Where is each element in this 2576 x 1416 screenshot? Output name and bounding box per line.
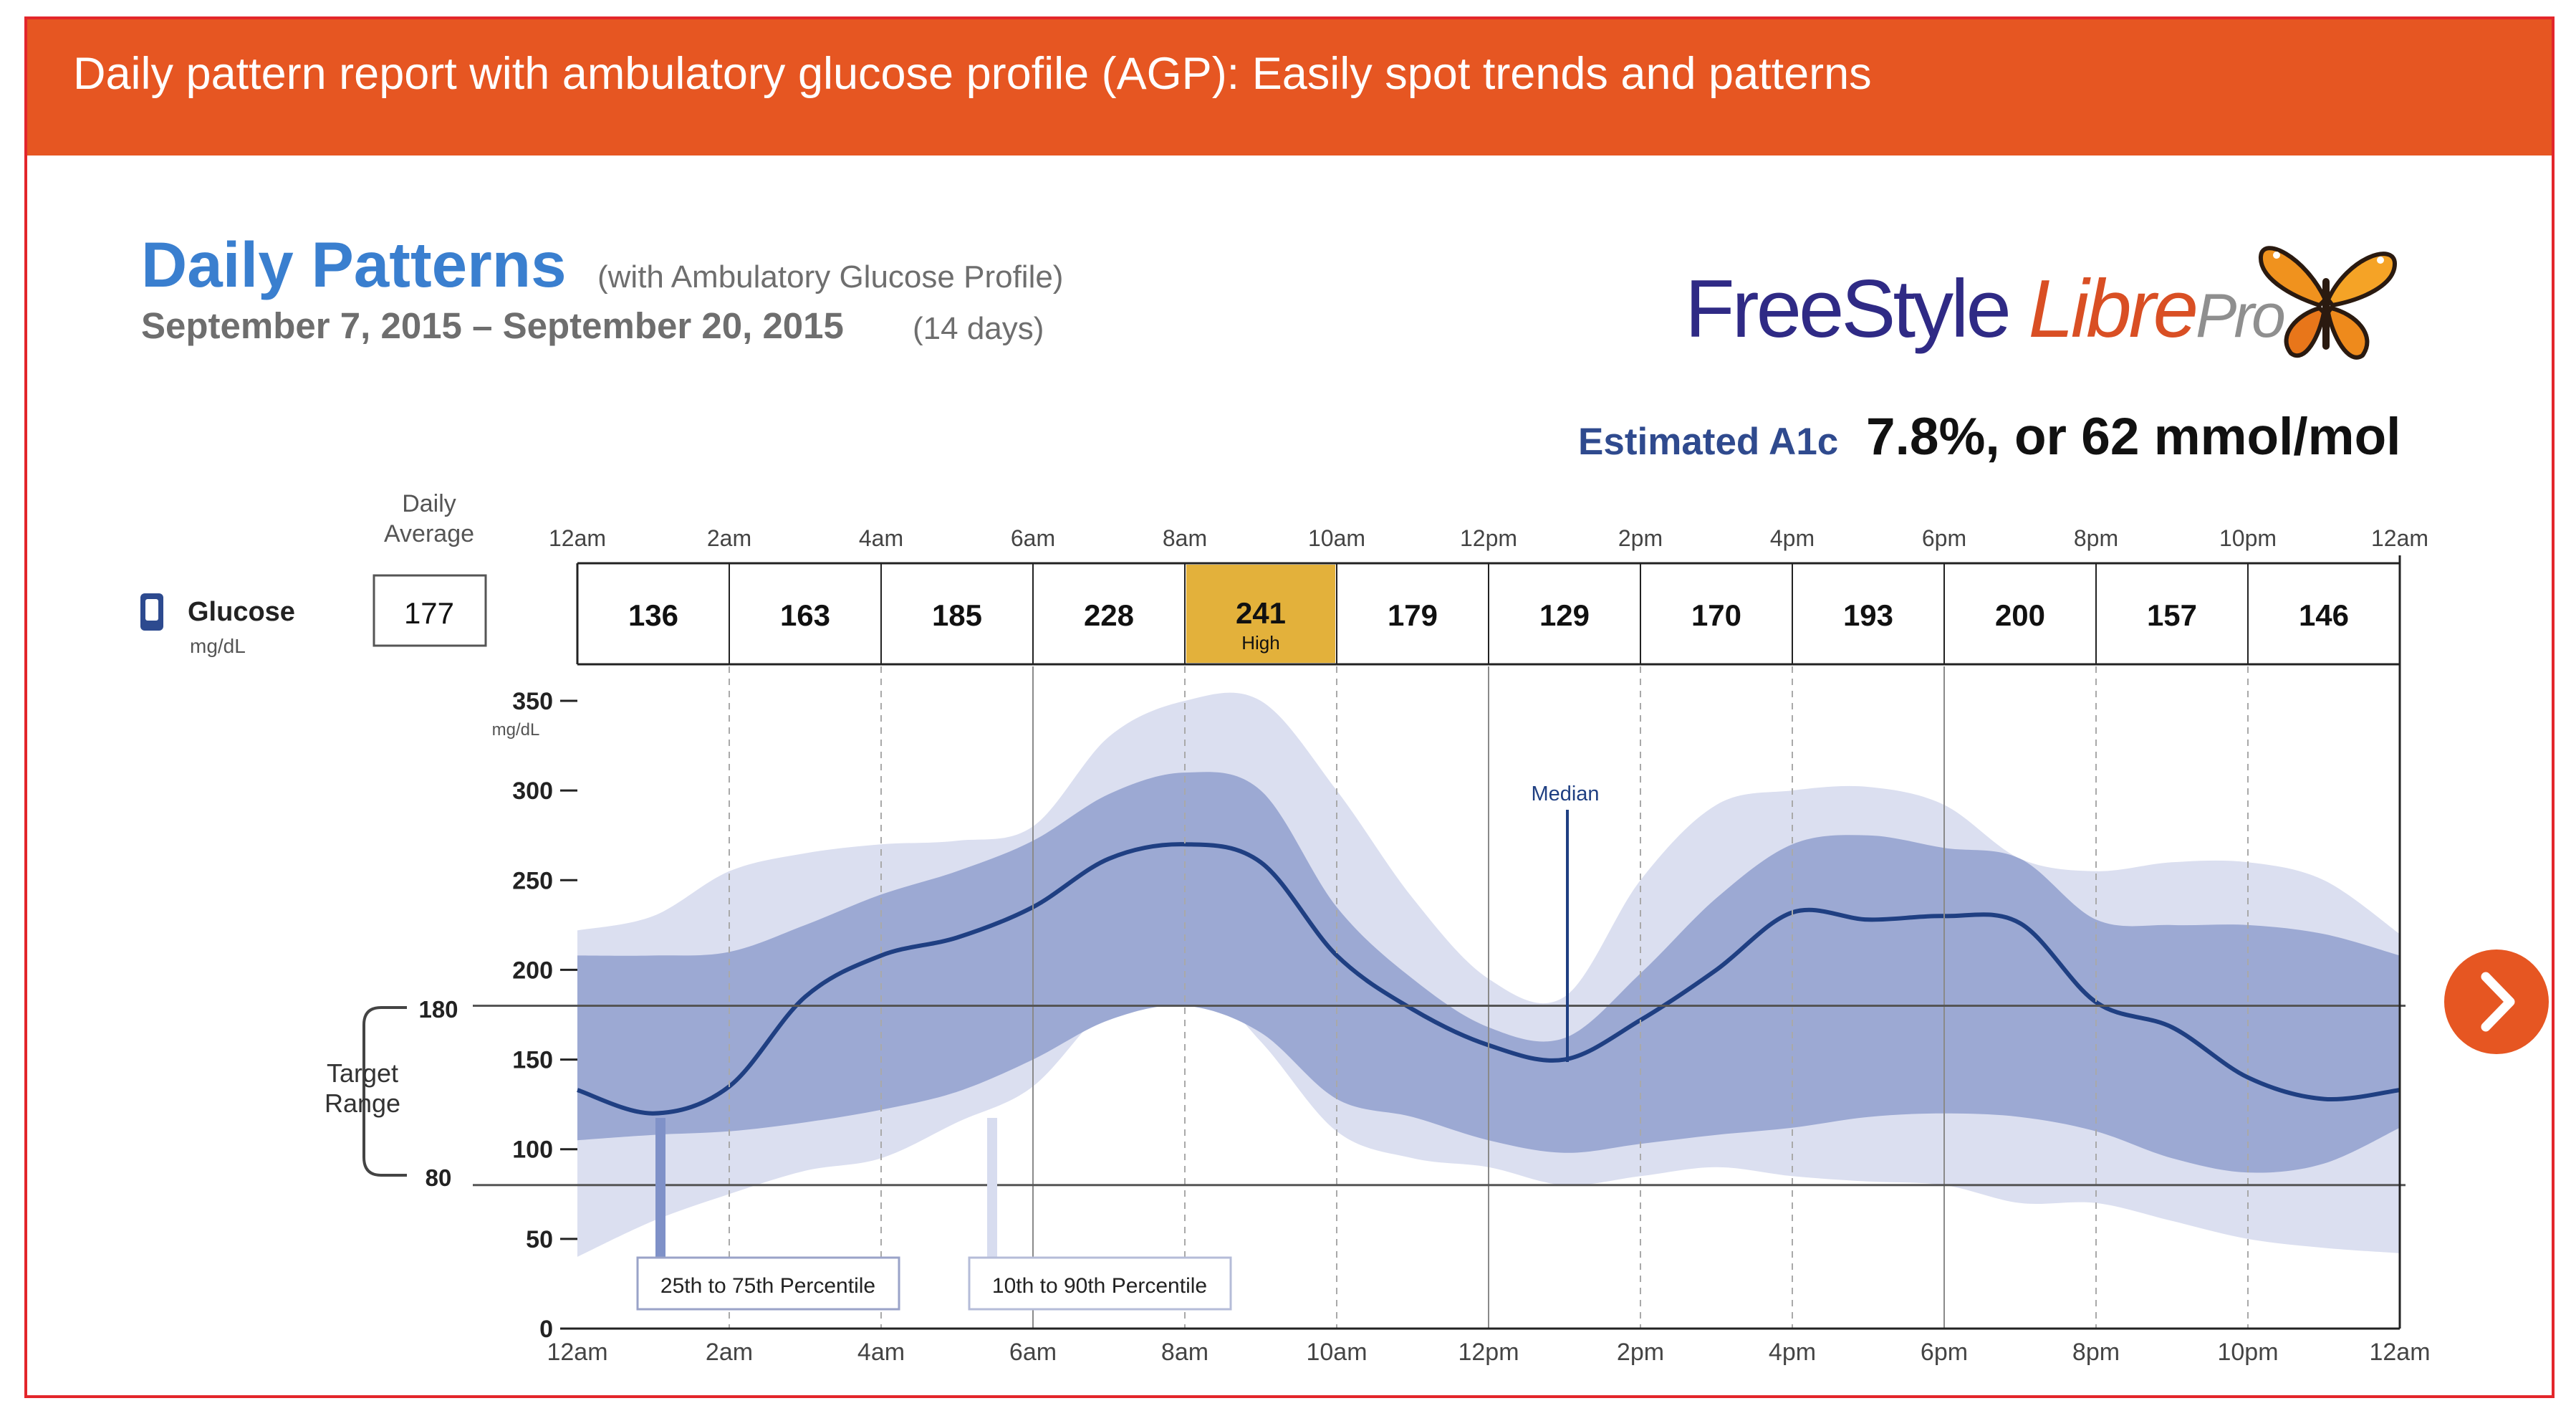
- top-time-label: 8pm: [2074, 525, 2118, 551]
- top-time-label: 8am: [1163, 525, 1207, 551]
- top-time-label: 10pm: [2219, 525, 2277, 551]
- glucose-unit: mg/dL: [190, 635, 246, 657]
- y-tick-label: 50: [526, 1226, 553, 1253]
- top-time-label: 4am: [859, 525, 903, 551]
- sensor-icon-screen: [145, 599, 158, 621]
- y-axis-unit: mg/dL: [492, 720, 540, 740]
- median-callout: Median: [1531, 783, 1600, 1062]
- glucose-label: Glucose: [188, 597, 295, 627]
- bottom-time-label: 6pm: [1921, 1339, 1968, 1366]
- y-tick-label: 0: [539, 1316, 553, 1343]
- top-time-label: 12pm: [1460, 525, 1517, 551]
- target-label-line2: Range: [325, 1089, 400, 1118]
- bottom-time-label: 2pm: [1617, 1339, 1664, 1366]
- target-lower-label: 80: [426, 1164, 452, 1191]
- bottom-time-label: 6am: [1009, 1339, 1057, 1366]
- daily-average-label-2: Average: [384, 520, 474, 547]
- hourly-average-value: 163: [780, 598, 830, 632]
- bottom-time-label: 4pm: [1769, 1339, 1816, 1366]
- brand-freestyle: FreeStyle: [1685, 264, 2012, 355]
- bottom-time-label: 10pm: [2217, 1339, 2278, 1366]
- percentile-legend: 25th to 75th Percentile 10th to 90th Per…: [636, 1118, 1232, 1311]
- hourly-average-value: 170: [1691, 598, 1741, 632]
- hourly-average-value: 228: [1084, 598, 1134, 632]
- target-range: 180 80 Target Range: [325, 996, 458, 1191]
- target-upper-label: 180: [418, 996, 458, 1023]
- top-time-label: 6am: [1011, 525, 1055, 551]
- top-time-label: 2pm: [1618, 525, 1663, 551]
- top-time-label: 12am: [549, 525, 606, 551]
- bottom-time-label: 8pm: [2072, 1339, 2120, 1366]
- report-subtitle: (with Ambulatory Glucose Profile): [597, 259, 1064, 295]
- bottom-time-label: 10am: [1306, 1339, 1367, 1366]
- glucose-row-label: Glucose mg/dL Daily Average 177: [140, 490, 487, 657]
- hourly-average-value: 157: [2147, 598, 2197, 632]
- y-tick-label: 150: [512, 1047, 553, 1074]
- report-frame: [24, 16, 2555, 1398]
- bottom-time-label: 8am: [1161, 1339, 1208, 1366]
- a1c-label: Estimated A1c: [1578, 421, 1839, 463]
- hourly-average-value: 136: [628, 598, 678, 632]
- y-tick-label: 300: [512, 778, 553, 805]
- report-title: Daily Patterns: [141, 229, 567, 300]
- hourly-average-value: 200: [1995, 598, 2045, 632]
- legend-10-90: [968, 1256, 1232, 1311]
- next-slide-button[interactable]: [2444, 949, 2549, 1054]
- median-callout-label: Median: [1531, 783, 1599, 805]
- top-time-label: 2am: [707, 525, 751, 551]
- hourly-average-value: 241: [1236, 596, 1286, 630]
- hourly-average-value: 129: [1539, 598, 1590, 632]
- y-tick-label: 350: [512, 688, 553, 715]
- y-tick-label: 200: [512, 957, 553, 984]
- butterfly-icon: [2258, 246, 2398, 360]
- bottom-time-label: 4am: [857, 1339, 905, 1366]
- hourly-average-value: 193: [1843, 598, 1893, 632]
- hourly-average-value: 185: [932, 598, 982, 632]
- brand-logo: FreeStyle LibrePro: [1685, 262, 2286, 356]
- y-tick-label: 100: [512, 1137, 553, 1164]
- legend-10-90-label: 10th to 90th Percentile: [992, 1274, 1207, 1298]
- daily-average-box: [373, 574, 487, 647]
- banner-title: Daily pattern report with ambulatory glu…: [73, 49, 1872, 99]
- hourly-cell-high: [1186, 565, 1335, 663]
- hourly-average-value: 179: [1388, 598, 1438, 632]
- top-time-label: 4pm: [1770, 525, 1815, 551]
- top-time-label: 10am: [1308, 525, 1365, 551]
- brand-pro: Pro: [2196, 282, 2286, 350]
- daily-average-value: 177: [404, 596, 454, 630]
- top-time-label: 12am: [2371, 525, 2428, 551]
- brand-libre: Libre: [2028, 264, 2198, 355]
- y-tick-label: 250: [512, 867, 553, 894]
- hourly-average-high-label: High: [1241, 632, 1279, 654]
- header-banner: Daily pattern report with ambulatory glu…: [27, 19, 2552, 156]
- hourly-average-value: 146: [2299, 598, 2349, 632]
- bottom-time-label: 12am: [547, 1339, 607, 1366]
- target-label-line1: Target: [327, 1058, 398, 1088]
- legend-25-75: [636, 1256, 900, 1311]
- bottom-time-label: 2am: [706, 1339, 753, 1366]
- chevron-right-icon: [2481, 972, 2515, 1032]
- bottom-time-label: 12am: [2369, 1339, 2430, 1366]
- daily-average-label-1: Daily: [402, 490, 456, 517]
- day-count: (14 days): [913, 311, 1044, 346]
- top-time-label: 6pm: [1922, 525, 1966, 551]
- date-range: September 7, 2015 – September 20, 2015: [141, 305, 844, 346]
- legend-25-75-label: 25th to 75th Percentile: [660, 1274, 875, 1298]
- bottom-time-label: 12pm: [1458, 1339, 1519, 1366]
- a1c-value: 7.8%, or 62 mmol/mol: [1866, 408, 2401, 466]
